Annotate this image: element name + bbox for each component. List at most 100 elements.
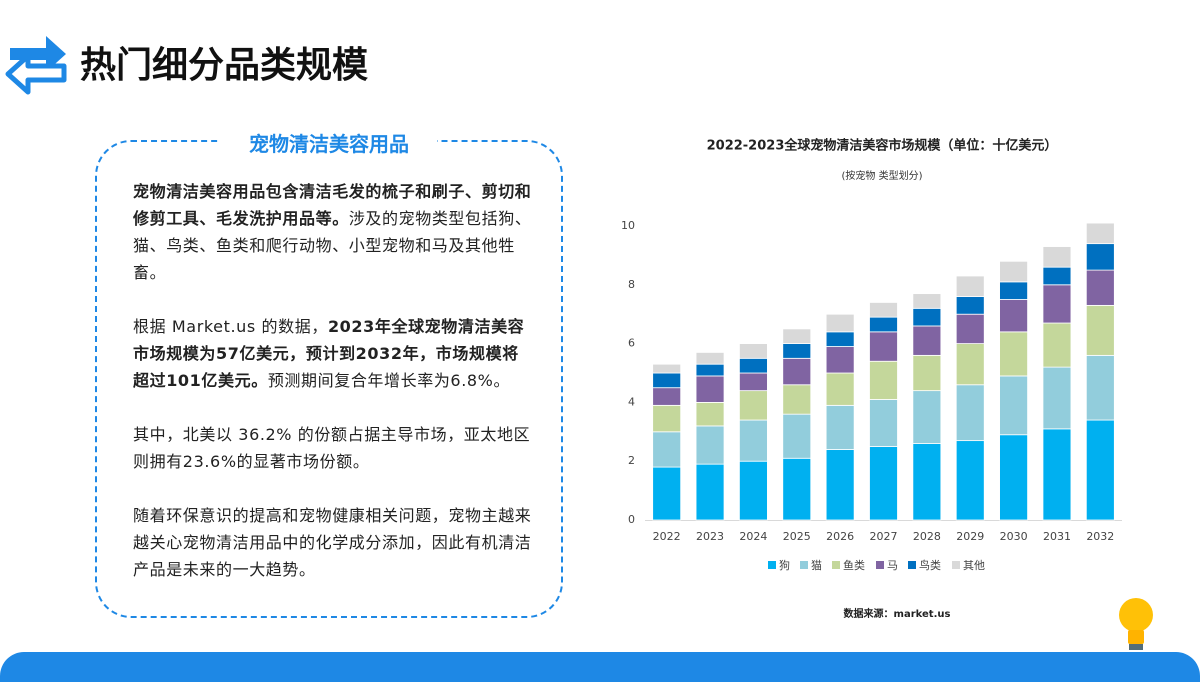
text-panel: 宠物清洁美容用品 宠物清洁美容用品包含清洁毛发的梳子和刷子、剪切和修剪工具、毛发… bbox=[95, 132, 563, 618]
bar-segment bbox=[825, 313, 855, 333]
bar-segment bbox=[652, 431, 682, 468]
bar-segment bbox=[955, 440, 985, 521]
bar-segment bbox=[912, 325, 942, 356]
bar-segment bbox=[782, 343, 812, 359]
legend-label: 其他 bbox=[963, 559, 985, 572]
x-tick-label: 2023 bbox=[696, 530, 724, 543]
bar-segment bbox=[825, 404, 855, 450]
x-tick-label: 2026 bbox=[826, 530, 854, 543]
logo-icon bbox=[5, 36, 67, 95]
x-tick-label: 2029 bbox=[956, 530, 984, 543]
bar-segment bbox=[1085, 222, 1115, 245]
bar-segment bbox=[1042, 266, 1072, 286]
bar-segment bbox=[999, 434, 1028, 521]
legend-swatch bbox=[908, 561, 916, 569]
bar-segment bbox=[652, 387, 682, 406]
bar-segment bbox=[695, 375, 725, 403]
y-tick-label: 8 bbox=[628, 278, 635, 291]
x-tick-label: 2027 bbox=[870, 530, 898, 543]
bar-segment bbox=[782, 384, 812, 415]
bar-segment bbox=[955, 384, 985, 442]
panel-heading: 宠物清洁美容用品 bbox=[97, 128, 561, 157]
bar-segment bbox=[695, 425, 725, 465]
bar-segment bbox=[1085, 354, 1115, 421]
text: 随着环保意识的提高和宠物健康相关问题，宠物主越来越关心宠物清洁用品中的化学成分添… bbox=[133, 506, 532, 579]
legend-label: 鱼类 bbox=[843, 558, 865, 572]
bar-segment bbox=[695, 363, 725, 377]
bar-segment bbox=[1085, 243, 1115, 271]
bold-text: 2023年全球宠物清洁美容市场规模为57亿美元，预计到2032年，市场规模将超过… bbox=[133, 317, 525, 390]
legend-label: 狗 bbox=[779, 559, 790, 572]
y-tick-label: 10 bbox=[621, 219, 635, 232]
bar-segment bbox=[652, 363, 682, 374]
x-tick-label: 2022 bbox=[653, 530, 681, 543]
bar-segment bbox=[825, 372, 855, 406]
legend-swatch bbox=[952, 561, 960, 569]
paragraph: 随着环保意识的提高和宠物健康相关问题，宠物主越来越关心宠物清洁用品中的化学成分添… bbox=[133, 502, 533, 583]
chart-title: 2022-2023全球宠物清洁美容市场规模（单位：十亿美元） bbox=[707, 138, 1058, 154]
y-tick-label: 0 bbox=[628, 513, 635, 526]
page-title: 热门细分品类规模 bbox=[80, 45, 369, 86]
bar-segment bbox=[739, 372, 768, 392]
bar-segment bbox=[999, 260, 1028, 283]
y-tick-label: 4 bbox=[628, 395, 635, 408]
text: 预测期间复合年增长率为6.8%。 bbox=[267, 371, 511, 390]
bar-segment bbox=[782, 328, 812, 344]
legend-swatch bbox=[768, 561, 776, 569]
bar-segment bbox=[1042, 246, 1072, 268]
bar-segment bbox=[1085, 419, 1115, 521]
bar-segment bbox=[1042, 322, 1072, 368]
x-tick-label: 2025 bbox=[783, 530, 811, 543]
y-tick-label: 2 bbox=[628, 454, 635, 467]
bar-segment bbox=[739, 419, 768, 462]
text: 根据 Market.us 的数据， bbox=[133, 317, 328, 336]
bar-segment bbox=[869, 302, 898, 318]
lightbulb bbox=[1119, 598, 1153, 650]
legend-swatch bbox=[832, 561, 840, 569]
paragraph: 其中，北美以 36.2% 的份额占据主导市场，亚太地区则拥有23.6%的显著市场… bbox=[133, 421, 533, 475]
legend-label: 猫 bbox=[811, 559, 822, 572]
footer-band bbox=[0, 652, 1200, 682]
x-tick-label: 2024 bbox=[739, 530, 767, 543]
bar-segment bbox=[999, 375, 1028, 436]
bar-segment bbox=[1042, 366, 1072, 430]
x-tick-label: 2032 bbox=[1086, 530, 1114, 543]
bar-segment bbox=[912, 293, 942, 309]
chart-subtitle: (按宠物 类型划分) bbox=[842, 169, 923, 182]
bar-segment bbox=[739, 460, 768, 521]
bar-segment bbox=[652, 404, 682, 433]
bar-segment bbox=[695, 352, 725, 365]
bar-segment bbox=[739, 357, 768, 374]
bar-segment bbox=[695, 401, 725, 427]
x-tick-label: 2031 bbox=[1043, 530, 1071, 543]
bar-segment bbox=[869, 399, 898, 447]
text: 其中，北美以 36.2% 的份额占据主导市场，亚太地区则拥有23.6%的显著市场… bbox=[133, 425, 531, 471]
bar-segment bbox=[1085, 269, 1115, 306]
bold-text: 宠物清洁美容用品包含清洁毛发的梳子和刷子、剪切和修剪工具、毛发洗护用品等。 bbox=[133, 182, 532, 228]
bar-segment bbox=[1042, 284, 1072, 324]
paragraphs: 宠物清洁美容用品包含清洁毛发的梳子和刷子、剪切和修剪工具、毛发洗护用品等。涉及的… bbox=[133, 178, 533, 610]
bar-segment bbox=[955, 296, 985, 315]
bar-segment bbox=[1085, 304, 1115, 356]
bar-segment bbox=[782, 457, 812, 521]
bar-segment bbox=[652, 466, 682, 521]
bar-segment bbox=[825, 346, 855, 374]
bar-segment bbox=[912, 307, 942, 327]
bar-segment bbox=[869, 316, 898, 333]
bar-segment bbox=[782, 413, 812, 459]
bar-segment bbox=[955, 313, 985, 345]
legend-label: 马 bbox=[887, 559, 898, 572]
x-tick-label: 2028 bbox=[913, 530, 941, 543]
bar-segment bbox=[912, 390, 942, 444]
bar-segment bbox=[912, 354, 942, 392]
bar-segment bbox=[912, 443, 942, 521]
legend-label: 鸟类 bbox=[919, 558, 941, 572]
bar-segment bbox=[869, 360, 898, 400]
bar-segment bbox=[739, 390, 768, 421]
bar-segment bbox=[1042, 428, 1072, 521]
legend-swatch bbox=[800, 561, 808, 569]
bar-segment bbox=[999, 299, 1028, 333]
bar-segment bbox=[695, 463, 725, 521]
panel-heading-text: 宠物清洁美容用品 bbox=[221, 132, 437, 156]
